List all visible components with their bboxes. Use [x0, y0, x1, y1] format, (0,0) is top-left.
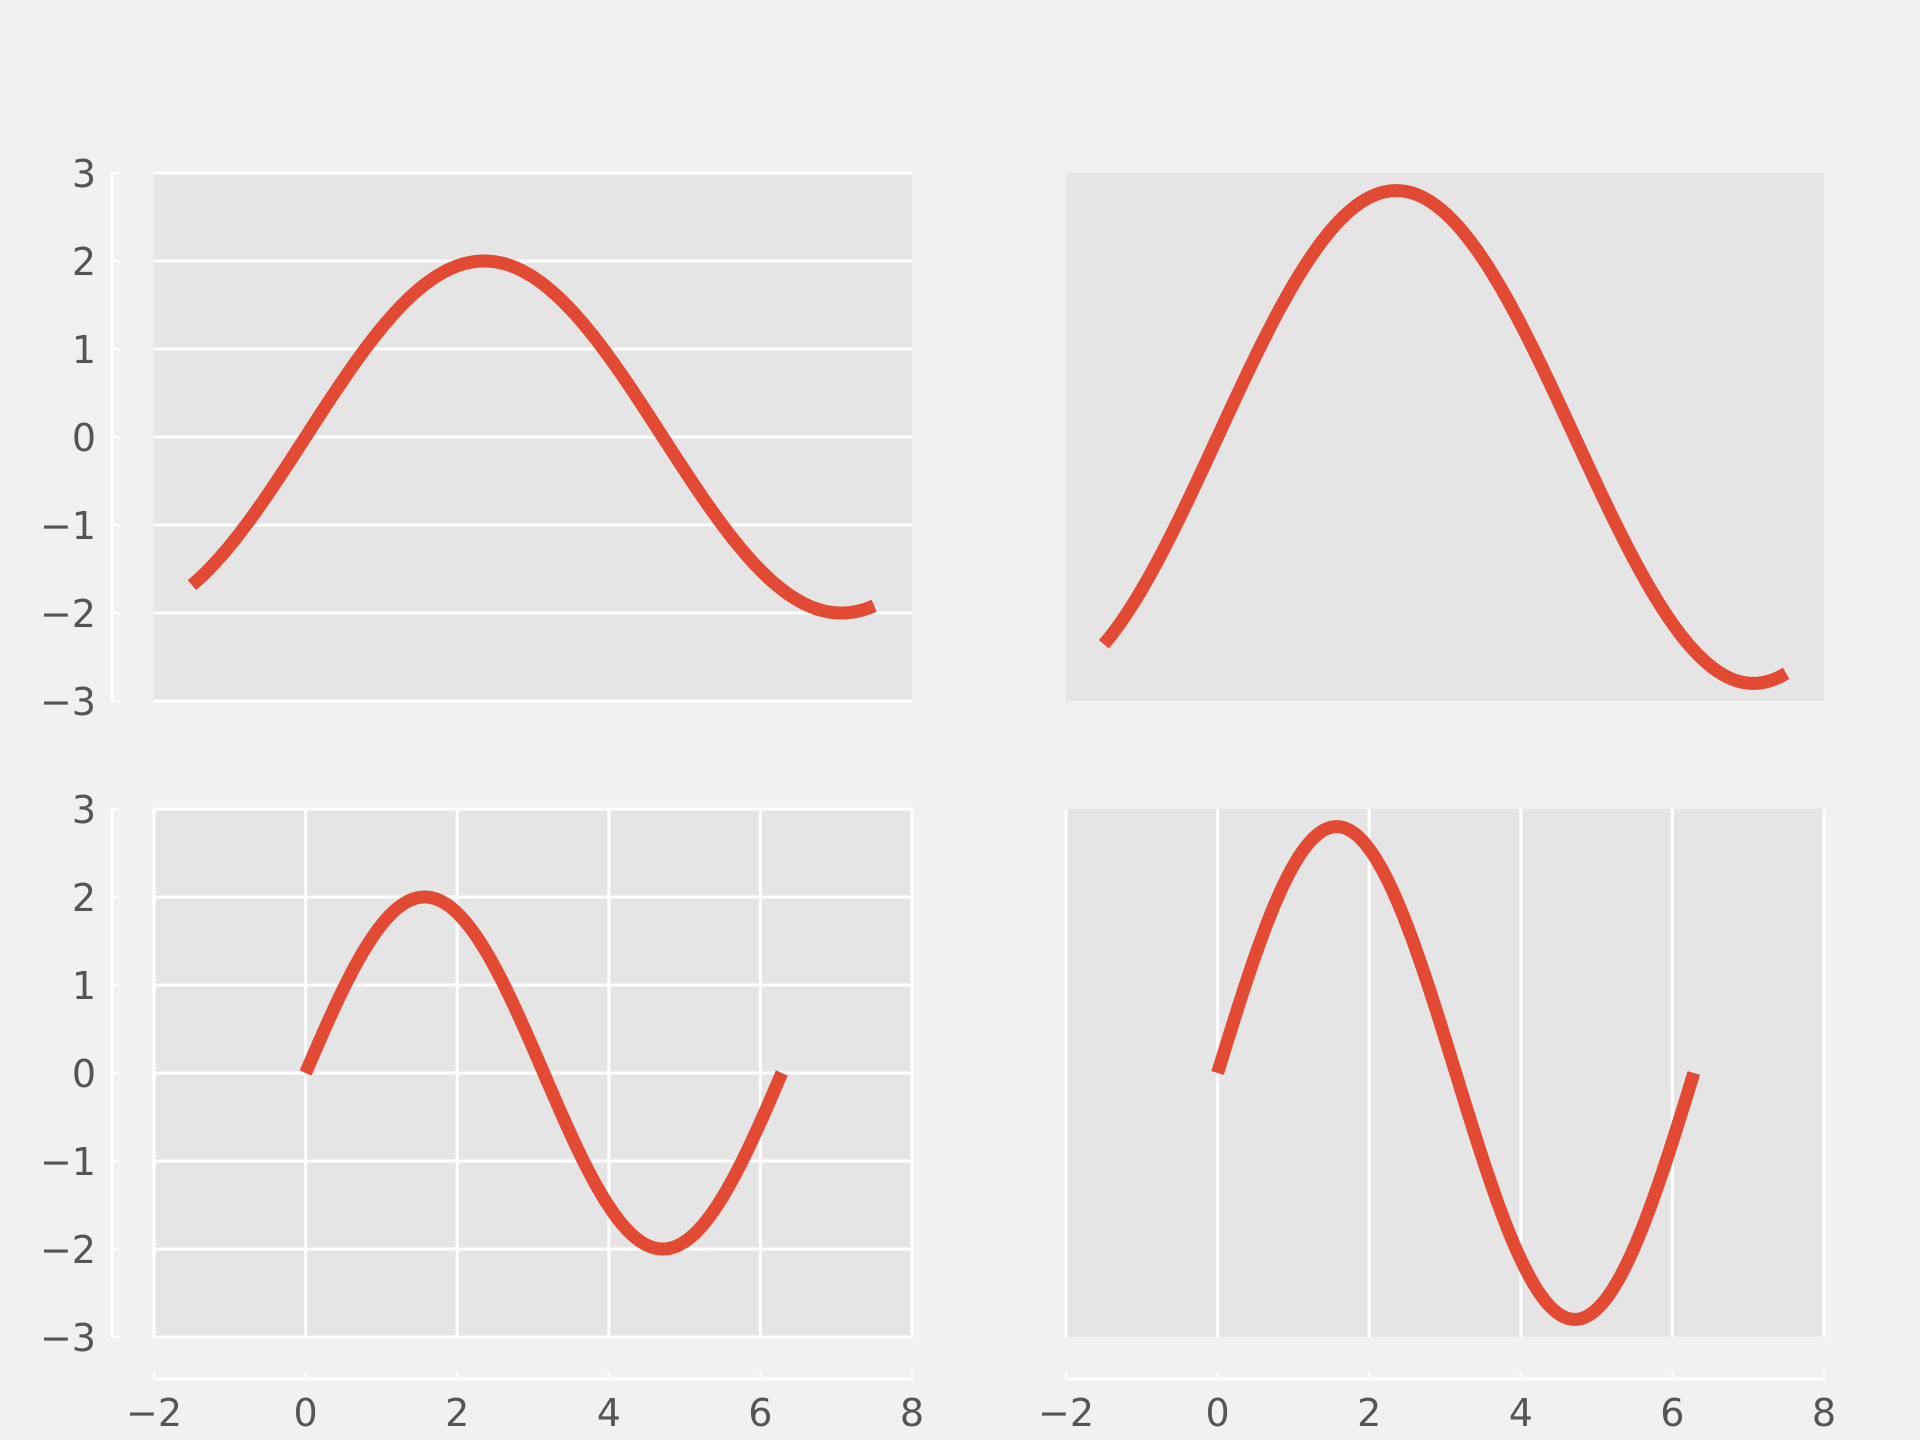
- x-tick-label: 8: [1812, 1391, 1836, 1435]
- y-tick-label: 1: [72, 964, 96, 1008]
- subplot-top-right: [1066, 173, 1824, 701]
- y-tick-label: −3: [40, 1316, 96, 1360]
- y-tick-label: −1: [40, 1140, 96, 1184]
- y-tick-label: 0: [72, 416, 96, 460]
- sine-series-line: [187, 254, 878, 620]
- y-tick-label: −3: [40, 680, 96, 724]
- x-tick-label: 8: [900, 1391, 924, 1435]
- y-tick-label: −2: [40, 592, 96, 636]
- x-tick-label: 0: [294, 1391, 318, 1435]
- y-tick-label: −2: [40, 1228, 96, 1272]
- x-tick-label: 2: [1357, 1391, 1381, 1435]
- x-tick-label: 4: [597, 1391, 621, 1435]
- sine-series-line: [299, 890, 788, 1256]
- y-tick-label: 2: [72, 876, 96, 920]
- x-tick-label: 2: [445, 1391, 469, 1435]
- x-tick-label: −2: [126, 1391, 182, 1435]
- sine-series-line: [1098, 184, 1790, 690]
- subplot-bottom-left: 3 2 1 0 −1 −2 −3 −2 0 2 4 6 8: [40, 788, 924, 1435]
- plot-area: [1066, 173, 1824, 701]
- y-tick-label: 1: [72, 328, 96, 372]
- subplot-bottom-right: −2 0 2 4 6 8: [1038, 809, 1836, 1435]
- y-tick-label: 3: [72, 152, 96, 196]
- plot-area: [1066, 809, 1824, 1337]
- x-tick-label: −2: [1038, 1391, 1094, 1435]
- y-tick-label: 2: [72, 240, 96, 284]
- y-tick-label: 3: [72, 788, 96, 832]
- x-tick-label: 0: [1206, 1391, 1230, 1435]
- subplot-top-left: 3 2 1 0 −1 −2 −3: [40, 152, 912, 724]
- y-tick-label: −1: [40, 504, 96, 548]
- sine-series-line: [1211, 820, 1701, 1326]
- x-tick-label: 4: [1509, 1391, 1533, 1435]
- x-tick-label: 6: [748, 1391, 772, 1435]
- y-tick-label: 0: [72, 1052, 96, 1096]
- x-tick-label: 6: [1660, 1391, 1684, 1435]
